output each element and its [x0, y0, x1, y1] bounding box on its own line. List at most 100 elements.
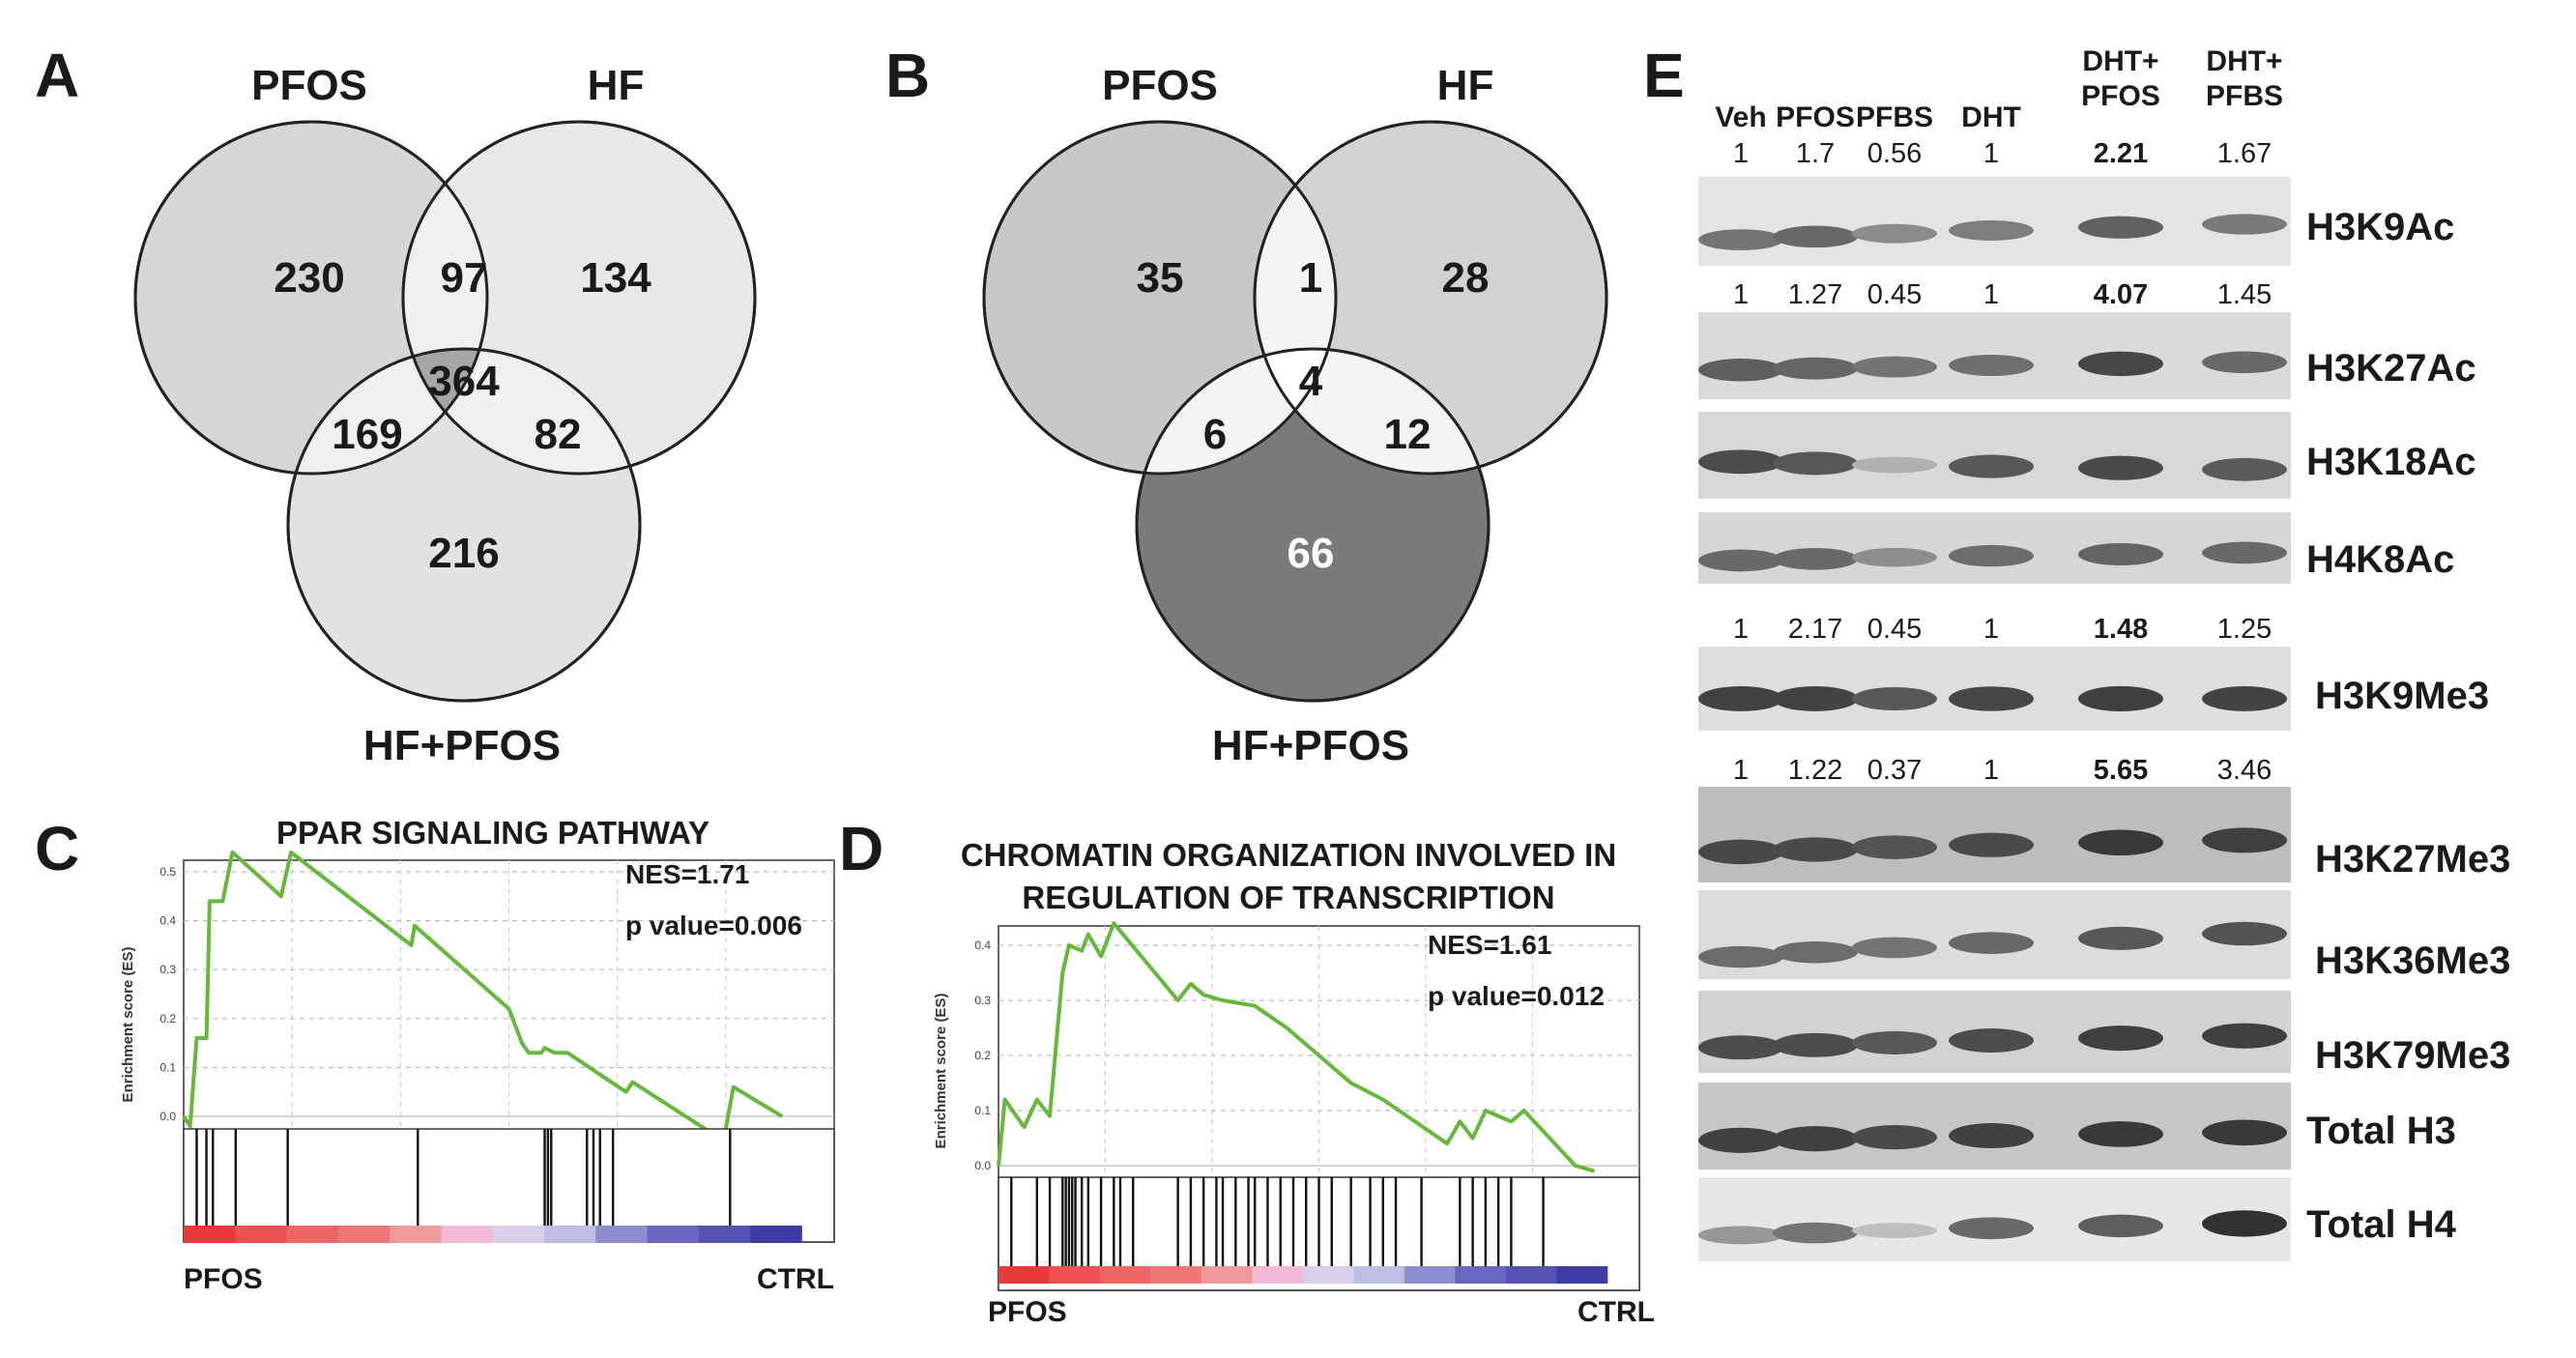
blot-band [2202, 541, 2287, 564]
venn-a-count-pfos-hfpfos: 169 [332, 411, 402, 458]
blot-quant-value: 1 [1983, 614, 1999, 645]
gsea-d-title-line2: REGULATION OF TRANSCRIPTION [1022, 880, 1554, 915]
rank-segment [390, 1226, 442, 1243]
blot-band [1698, 685, 1783, 711]
blot-quant-value: 1.7 [1796, 138, 1835, 169]
blot-band [1949, 686, 2034, 711]
rank-segment [286, 1226, 339, 1243]
venn-a-count-all: 364 [428, 358, 500, 405]
blot-band [2202, 457, 2287, 481]
blot-band [2202, 1023, 2287, 1049]
rank-segment [647, 1226, 700, 1243]
blot-band [1773, 941, 1858, 964]
blot-band [1852, 547, 1937, 567]
blot-row-label: H3K79Me3 [2315, 1034, 2510, 1077]
rank-segment [999, 1266, 1050, 1284]
venn-b-overlap-hf-hfpfos [1255, 349, 1489, 474]
blot-row-label: H3K36Me3 [2315, 939, 2510, 982]
venn-b-label-pfos: PFOS [1102, 62, 1218, 109]
y-tick-label: 0.2 [974, 1049, 991, 1062]
blot-band [1773, 547, 1858, 570]
blot-row: H3K18Ac [1698, 412, 2476, 499]
blot-band [2078, 455, 2163, 480]
gsea-c-y-label: Enrichment score (ES) [120, 947, 136, 1103]
gsea-d-enrichment-curve [997, 921, 1596, 1173]
blot-quant-value: 1.67 [2217, 138, 2272, 169]
gsea-c-enrichment-curve [182, 850, 784, 1143]
venn-a-label-hfpfos: HF+PFOS [363, 722, 561, 769]
blot-band [1773, 225, 1858, 248]
blot-quant-value: 1.22 [1788, 755, 1842, 786]
blot-row-label: Total H3 [2306, 1110, 2456, 1152]
blot-row: 1 2.17 0.45 1 1.48 1.25 H3K9Me3 [1698, 614, 2489, 731]
blot-band [1698, 839, 1783, 865]
blot-row: 1 1.22 0.37 1 5.65 3.46 H3K27Me3 [1698, 755, 2510, 882]
blot-quant-value: 0.37 [1867, 755, 1922, 786]
rank-segment [1556, 1266, 1608, 1284]
blot-band [1949, 219, 2034, 241]
blot-band [1949, 1122, 2034, 1149]
rank-segment [1099, 1266, 1151, 1284]
blot-band [1773, 451, 1858, 476]
rank-segment [1302, 1266, 1354, 1284]
blot-column-header: PFOS [1776, 101, 1855, 133]
blot-band [1949, 454, 2034, 478]
blot-row-label: H3K27Me3 [2315, 838, 2510, 881]
gsea-c-title: PPAR SIGNALING PATHWAY [276, 815, 709, 851]
y-tick-label: 0.4 [974, 939, 991, 952]
blot-band [2078, 926, 2163, 950]
gsea-c-hits-box [183, 1128, 835, 1243]
blot-band [2078, 1026, 2163, 1052]
rank-segment [235, 1226, 288, 1243]
blot-band [1852, 686, 1937, 710]
venn-a-count-hf-only: 134 [580, 254, 651, 302]
blot-band [2202, 214, 2287, 235]
blot-quant-value: 0.56 [1867, 138, 1922, 169]
venn-b-count-hf-hfpfos: 12 [1384, 411, 1432, 458]
panel-letter-d: D [839, 814, 883, 883]
blot-quant-value: 2.21 [2094, 138, 2148, 169]
blot-column-header: PFBS [2206, 80, 2283, 112]
blot-quant-value: 0.45 [1867, 279, 1922, 310]
blot-band [2202, 1119, 2287, 1146]
y-tick-label: 0.1 [159, 1060, 176, 1074]
rank-segment [1150, 1266, 1202, 1284]
panel-d-gsea: D CHROMATIN ORGANIZATION INVOLVED IN REG… [839, 814, 1655, 1328]
blot-row: H4K8Ac [1698, 512, 2454, 584]
blot-band [1949, 354, 2034, 377]
venn-a-count-pfos-only: 230 [274, 254, 344, 302]
panel-letter-e: E [1643, 41, 1685, 110]
blot-band [1698, 229, 1783, 250]
blot-quant-value: 1 [1733, 755, 1749, 786]
blot-quant-value: 1 [1733, 138, 1749, 169]
blot-band [1852, 1125, 1937, 1150]
gsea-d-right-end: CTRL [1577, 1296, 1655, 1328]
rank-segment [1404, 1266, 1456, 1284]
rank-segment [1455, 1266, 1507, 1284]
panel-letter-b: B [885, 41, 930, 110]
blot-band [1852, 835, 1937, 859]
blot-band [1852, 223, 1937, 244]
blot-column-header-line1: DHT+ [2206, 45, 2282, 77]
venn-a-count-hfpfos-only: 216 [428, 530, 499, 577]
rank-segment [441, 1226, 494, 1243]
blot-column-header: Veh [1715, 101, 1766, 133]
venn-b-count-hf-only: 28 [1442, 254, 1490, 302]
blot-quant-value: 4.07 [2094, 279, 2148, 310]
blot-band [2202, 686, 2287, 711]
blot-band [1949, 1028, 2034, 1053]
gsea-c-y-axis: 0.5 0.4 0.3 0.2 0.1 0.0 [159, 865, 176, 1123]
blot-band [1773, 357, 1858, 380]
blot-row-label: H3K9Me3 [2315, 675, 2489, 717]
rank-segment [337, 1226, 391, 1243]
blot-band [2078, 542, 2163, 566]
gsea-d-title-line1: CHROMATIN ORGANIZATION INVOLVED IN [961, 837, 1616, 873]
blot-band [1698, 549, 1783, 572]
blot-quant-value: 1.25 [2217, 614, 2272, 645]
blot-band [1852, 937, 1937, 959]
rank-segment [1049, 1266, 1101, 1284]
venn-a-count-hf-hfpfos: 82 [535, 411, 582, 458]
blot-band [2078, 351, 2163, 377]
blot-row-label: H3K18Ac [2306, 441, 2476, 483]
blot-band [1698, 1226, 1783, 1245]
